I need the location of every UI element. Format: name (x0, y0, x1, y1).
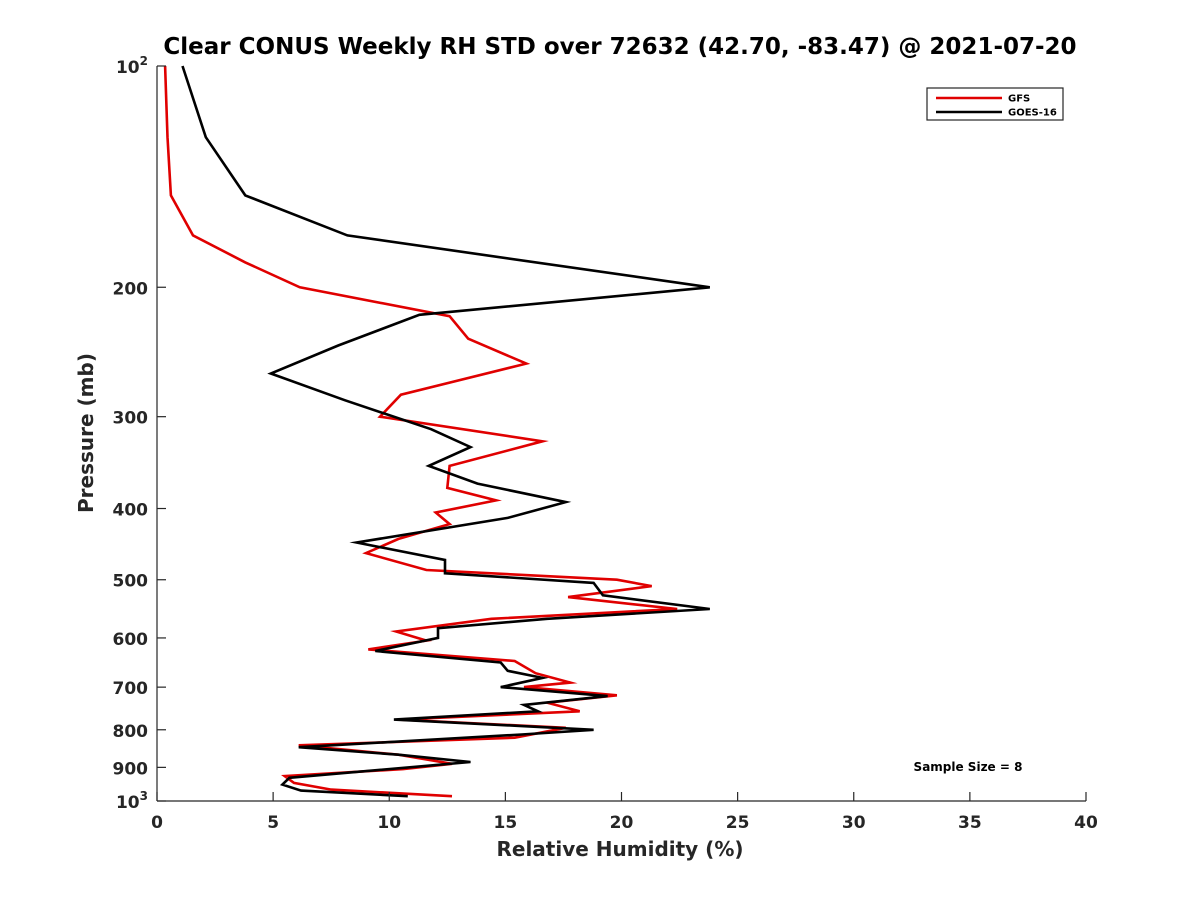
y-tick-label: 500 (113, 572, 149, 592)
y-tick-label: 400 (113, 501, 149, 521)
y-tick-label: 800 (113, 722, 149, 742)
chart-title: Clear CONUS Weekly RH STD over 72632 (42… (163, 34, 1076, 60)
y-axis-label: Pressure (mb) (74, 353, 98, 513)
series-line-gfs (163, 65, 678, 798)
x-axis-label: Relative Humidity (%) (496, 837, 743, 861)
x-tick-label: 35 (958, 813, 982, 833)
legend-label: GFS (1008, 94, 1030, 105)
x-tick-label: 40 (1074, 813, 1098, 833)
x-tick-label: 5 (267, 813, 279, 833)
plot-area (156, 66, 1086, 802)
x-tick-label: 20 (610, 813, 634, 833)
legend-label: GOES-16 (1008, 108, 1057, 119)
sample-size-annotation: Sample Size = 8 (914, 760, 1023, 774)
x-tick-label: 10 (377, 813, 401, 833)
x-tick-label: 30 (842, 813, 866, 833)
series-line-goes-16 (181, 65, 710, 798)
y-axis: 102 200 300 400 500 600 700 800 900 103 (113, 54, 166, 813)
x-tick-label: 25 (726, 813, 750, 833)
x-axis: 0 5 10 15 20 25 30 35 40 (151, 792, 1098, 833)
x-tick-label: 0 (151, 813, 163, 833)
y-tick-label: 700 (113, 679, 149, 699)
y-tick-label: 600 (113, 630, 149, 650)
y-tick-label: 103 (116, 789, 148, 813)
legend-box (926, 87, 1064, 121)
y-tick-label: 200 (113, 279, 149, 299)
legend: GFS GOES-16 (926, 87, 1064, 121)
x-tick-label: 15 (494, 813, 518, 833)
y-tick-label: 300 (113, 409, 149, 429)
y-tick-label: 102 (116, 54, 148, 78)
y-tick-label: 900 (113, 759, 149, 779)
series-layer (163, 65, 710, 798)
